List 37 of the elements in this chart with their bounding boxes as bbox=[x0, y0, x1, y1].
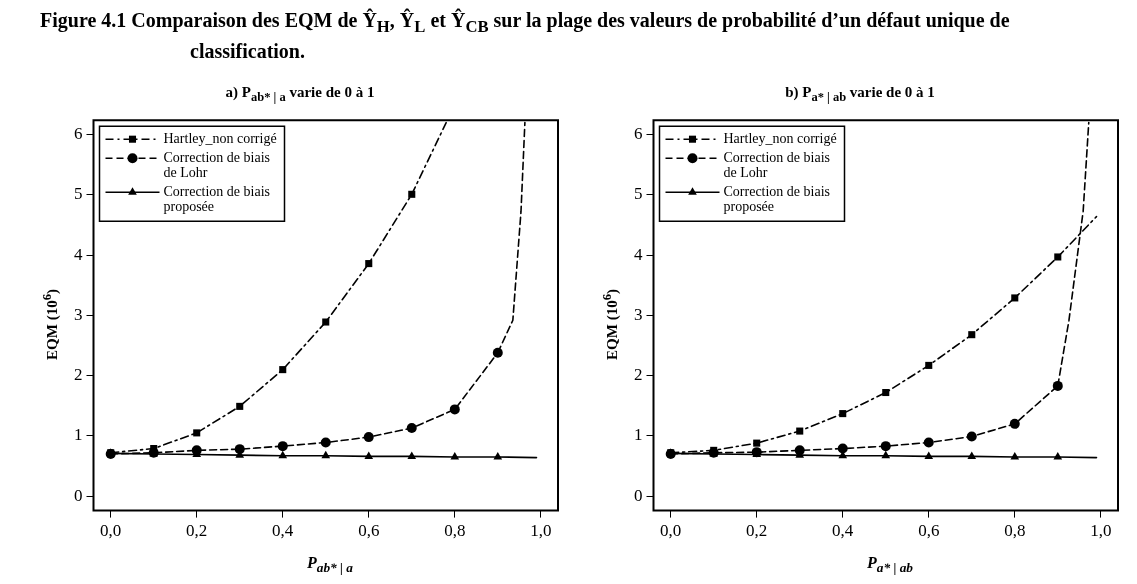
x-tick-label: 0,0 bbox=[100, 521, 122, 541]
y-tick-label: 6 bbox=[634, 124, 643, 144]
legend-label: Correction de biais proposée bbox=[163, 183, 271, 214]
x-tick-label: 0,6 bbox=[918, 521, 940, 541]
y-tick-label: 2 bbox=[634, 365, 643, 385]
y-tick-label: 1 bbox=[74, 425, 83, 445]
chart-subtitle: a) P$_{ab* | a}$ varie de 0 à 1 bbox=[224, 84, 376, 105]
legend-label: Hartley_non corrigé bbox=[723, 130, 837, 146]
y-tick-label: 1 bbox=[634, 425, 643, 445]
legend-label: Hartley_non corrigé bbox=[163, 130, 277, 146]
y-tick-label: 4 bbox=[634, 244, 643, 264]
x-tick-label: 1,0 bbox=[1090, 521, 1112, 541]
y-tick-label: 3 bbox=[74, 304, 83, 324]
y-tick-label: 6 bbox=[74, 124, 83, 144]
legend-label: Correction de biais de Lohr bbox=[163, 149, 271, 180]
legend-label: Correction de biais proposée bbox=[723, 183, 831, 214]
y-tick-label: 2 bbox=[74, 365, 83, 385]
y-tick-label: 5 bbox=[634, 184, 643, 204]
x-tick-label: 1,0 bbox=[530, 521, 552, 541]
legend-label: Correction de biais de Lohr bbox=[723, 149, 831, 180]
x-axis-title: P$_{ab* | a}$ bbox=[305, 554, 354, 577]
x-axis-title: P$_{a* | ab}$ bbox=[865, 554, 914, 577]
x-tick-label: 0,4 bbox=[272, 521, 294, 541]
x-tick-label: 0,8 bbox=[444, 521, 466, 541]
y-tick-label: 5 bbox=[74, 184, 83, 204]
y-tick-label: 0 bbox=[634, 485, 643, 505]
x-tick-label: 0,6 bbox=[358, 521, 380, 541]
y-tick-label: 3 bbox=[634, 304, 643, 324]
x-tick-label: 0,2 bbox=[186, 521, 208, 541]
x-tick-label: 0,2 bbox=[746, 521, 768, 541]
y-tick-label: 0 bbox=[74, 485, 83, 505]
chart-subtitle: b) P$_{a* | ab}$ varie de 0 à 1 bbox=[784, 84, 936, 105]
x-tick-label: 0,4 bbox=[832, 521, 854, 541]
x-tick-label: 0,0 bbox=[660, 521, 682, 541]
chart-title: Figure 4.1 Comparaison des EQM de Ŷ$_{H}$, Ŷ$_{L}$ et Ŷ$_{CB}$ sur la plage des valeurs de probabilité d’un défaut unique de classification. bbox=[40, 9, 1010, 62]
y-tick-label: 4 bbox=[74, 244, 83, 264]
x-tick-label: 0,8 bbox=[1004, 521, 1026, 541]
